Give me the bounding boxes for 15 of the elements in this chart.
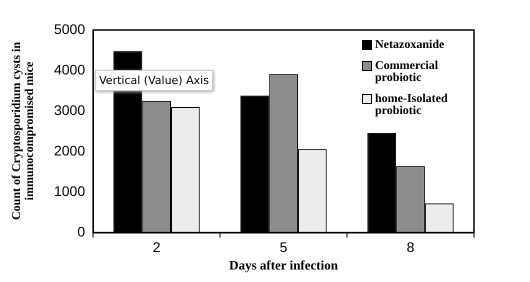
annotation: Vertical (Value) Axis xyxy=(95,70,213,91)
y-tick-label: 3000 xyxy=(54,102,86,118)
x-axis-title: Days after infection xyxy=(229,258,339,273)
legend-label: home-Isolated probiotic xyxy=(375,91,449,117)
y-tick-label: 1000 xyxy=(54,182,86,199)
legend-label: Commercial probiotic xyxy=(375,58,440,84)
y-tick-label: 4000 xyxy=(54,61,86,78)
x-tick-label: 2 xyxy=(152,238,161,255)
legend-label: Netazoxanide xyxy=(375,37,444,51)
x-tick-label: 5 xyxy=(280,238,288,255)
y-axis-title: Count of Cryptosporidium cysts in immunocompromised mice xyxy=(9,42,36,220)
x-tick-label: 8 xyxy=(406,238,415,255)
y-tick-label: 0 xyxy=(77,223,86,240)
y-tick-label: 5000 xyxy=(54,20,86,37)
y-tick-label: 2000 xyxy=(54,142,86,158)
